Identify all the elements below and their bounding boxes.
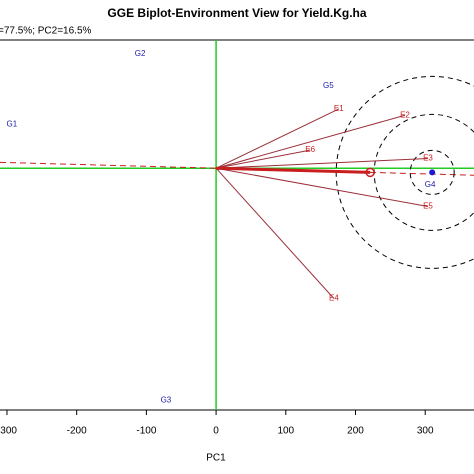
- x-tick-label: 200: [347, 426, 364, 437]
- concentric-circle: [409, 149, 455, 195]
- environment-vector: [215, 149, 311, 169]
- x-tick-label: 0: [213, 426, 219, 437]
- aec-axis: [0, 161, 474, 176]
- genotype-label: G5: [323, 81, 334, 90]
- environment-label: E5: [423, 202, 433, 211]
- chart-title: GGE Biplot-Environment View for Yield.Kg…: [107, 6, 366, 20]
- genotype-label: G4: [425, 180, 436, 189]
- average-environment-point: [365, 167, 375, 178]
- environment-label: E3: [423, 154, 433, 163]
- genotype-label: G2: [135, 49, 146, 58]
- x-tick-label: 300: [417, 426, 434, 437]
- x-tick-label: -300: [0, 426, 17, 437]
- environment-vector: [215, 167, 335, 299]
- environment-vector: [215, 167, 429, 208]
- chart-subtitle: =77.5%; PC2=16.5%: [0, 26, 92, 37]
- x-tick-label: -100: [136, 426, 156, 437]
- genotype-label: G3: [161, 395, 172, 404]
- environment-label: E2: [400, 110, 410, 119]
- environment-vector: [216, 157, 429, 169]
- environment-label: E6: [305, 145, 315, 154]
- x-tick-label: 100: [277, 426, 294, 437]
- environment-vector: [215, 108, 339, 169]
- environment-label: E4: [329, 294, 339, 303]
- ideal-point: [429, 169, 436, 176]
- average-environment-arrow: [216, 166, 371, 174]
- x-axis-label: PC1: [206, 453, 226, 464]
- concentric-circle: [373, 113, 474, 231]
- environment-vector: [215, 114, 406, 169]
- x-tick-label: -200: [67, 426, 87, 437]
- genotype-label: G1: [7, 119, 18, 128]
- environment-label: E1: [334, 104, 344, 113]
